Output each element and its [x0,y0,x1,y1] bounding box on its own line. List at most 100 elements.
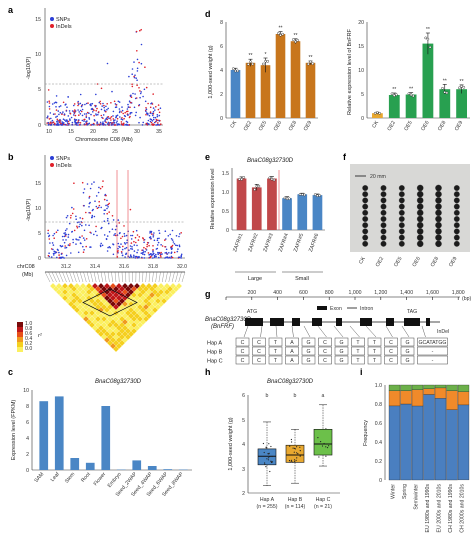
ld-connector [181,271,186,283]
boxplot-category: Hap A [260,497,275,503]
regional-point [85,224,87,226]
panel-d-right-bars: CK ** OE2 ** OE5 ** OE6 ** OE8 ** OE9 [371,27,467,132]
regional-point [178,235,180,238]
regional-point [131,246,133,248]
haplotype-base: C [323,358,327,364]
manhattan-point [81,119,84,122]
panel-c-ylabel: Expression level (FPKM) [11,400,17,461]
panel-d-right-ytick-1: 5 [361,92,364,98]
panel-i-ytick-5: 1.0 [375,383,382,389]
manhattan-point [112,123,114,126]
manhattan-point [100,114,103,117]
panel-b-legend-snp-dot [50,156,54,160]
manhattan-point [96,122,98,125]
frequency-segment [423,384,435,389]
box-point [294,448,296,450]
regional-point [98,186,100,189]
manhattan-point [71,110,74,112]
manhattan-point [139,29,141,32]
regional-point [71,231,73,233]
manhattan-point [104,110,106,112]
ld-connector [44,271,51,283]
regional-point [125,234,128,237]
manhattan-point [113,100,116,103]
regional-point [129,208,132,211]
frequency-segment [434,384,447,389]
regional-point [164,246,166,248]
regional-point [100,227,102,230]
ruler-label: 1,400 [400,290,413,296]
box-point [266,458,268,460]
regional-point [96,207,99,209]
manhattan-point [152,93,154,95]
regional-point [136,244,138,247]
regional-point [165,238,167,240]
replicate-point [311,62,315,66]
seed [453,197,460,204]
manhattan-point [126,121,129,123]
manhattan-point [84,103,86,106]
regional-point [138,255,140,258]
regional-point [99,245,102,248]
regional-point [161,253,163,255]
panel-b-xtick-2: 31.6 [119,264,129,270]
regional-point [82,191,85,194]
significance-letter: b [266,393,269,399]
manhattan-point [83,120,85,122]
bar-category-label: ZAFR#3 [263,233,275,253]
manhattan-point [101,122,104,125]
regional-point [168,256,171,259]
regional-point [77,251,80,254]
panel-d-left-ytick-1: 2 [220,92,223,98]
regional-point [81,181,84,184]
regional-point [118,245,120,248]
manhattan-point [102,114,105,116]
regional-point [121,235,124,238]
regional-point [85,238,88,240]
manhattan-point [51,103,54,105]
manhattan-point [134,74,136,76]
regional-point [137,249,139,251]
regional-point [121,254,124,257]
manhattan-point [140,91,142,93]
manhattan-point [55,106,57,108]
panel-a-ytick-1: 5 [38,87,41,93]
manhattan-point [59,118,61,121]
box-point [263,451,265,454]
regional-point [123,235,126,237]
replicate-point [272,178,276,182]
box-point [290,459,292,461]
regional-point [146,243,148,246]
manhattan-point [110,116,113,118]
manhattan-point [131,68,134,70]
significance-mark: ** [426,27,430,33]
manhattan-point [47,121,50,124]
regional-point [89,231,91,234]
replicate-point [253,188,256,191]
manhattan-point [113,124,116,126]
regional-point [160,244,162,246]
regional-point [149,232,151,234]
manhattan-point [139,90,141,92]
regional-point [142,251,145,253]
haplotype-base: C [389,349,393,355]
regional-point [137,239,140,241]
manhattan-point [83,113,86,115]
bar-category-label: OE9 [303,120,313,132]
manhattan-point [63,123,65,126]
exon-block [360,318,372,326]
manhattan-point [123,117,125,120]
manhattan-point [131,85,134,88]
panel-d-left-ytick-2: 4 [220,68,223,74]
manhattan-point [151,112,153,115]
seed [398,185,405,191]
regional-point [107,203,110,206]
regional-point [52,252,55,255]
manhattan-point [101,116,103,119]
panel-g-ruler: 200 400 600 800 1,000 1,200 1,400 1,600 1,800 [225,290,465,300]
manhattan-point [115,115,118,118]
frequency-segment [446,390,458,410]
manhattan-point [49,121,52,124]
regional-point [75,238,77,240]
frequency-segment [411,405,424,481]
